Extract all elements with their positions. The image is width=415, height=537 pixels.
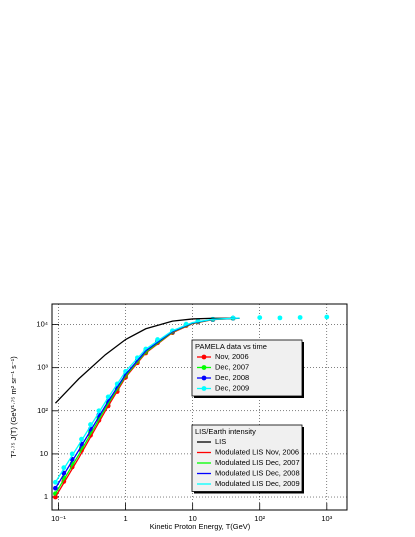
- data-point: [297, 315, 303, 320]
- legend-title: PAMELA data vs time: [195, 342, 267, 351]
- model-line: [54, 317, 240, 404]
- legend-label: Dec, 2007: [215, 362, 249, 371]
- data-point: [277, 315, 283, 321]
- legend-marker: [201, 375, 207, 381]
- x-tick-label: 10⁻¹: [51, 514, 66, 523]
- legend-marker: [201, 354, 207, 360]
- legend-label: Modulated LIS Dec, 2007: [215, 458, 300, 467]
- legend-label: Nov, 2006: [215, 352, 249, 361]
- y-tick-label: 10³: [37, 363, 48, 372]
- legend-title: LIS/Earth intensity: [195, 427, 256, 436]
- y-tick-label: 10⁴: [36, 320, 48, 329]
- x-tick-label: 10³: [321, 514, 332, 523]
- x-axis-label: Kinetic Proton Energy, T(GeV): [150, 522, 251, 531]
- legend-label: Dec, 2009: [215, 383, 249, 392]
- plot-area: [53, 314, 330, 500]
- x-tick-label: 10: [188, 514, 196, 523]
- x-tick-label: 1: [123, 514, 127, 523]
- legend-marker: [201, 365, 207, 370]
- legend-label: Modulated LIS Dec, 2009: [215, 479, 300, 488]
- y-tick-label: 10: [40, 449, 48, 458]
- x-tick-label: 10²: [254, 514, 265, 523]
- data-point: [257, 315, 263, 321]
- y-axis-label: T²·⁷⁵ J(T) (GeV¹·⁷⁵ m² sr⁻¹ s⁻¹): [9, 356, 18, 458]
- data-point: [324, 314, 330, 320]
- model-line: [54, 317, 240, 483]
- legend-label: Modulated LIS Nov, 2006: [215, 447, 299, 456]
- legend-box: [191, 424, 303, 492]
- plot-frame: [51, 303, 348, 511]
- legend-label: Dec, 2008: [215, 373, 249, 382]
- legend-marker: [201, 386, 207, 391]
- y-tick-label: 1: [44, 492, 48, 501]
- legend-label: LIS: [215, 437, 226, 446]
- legend-label: Modulated LIS Dec, 2008: [215, 468, 300, 477]
- y-tick-label: 10²: [37, 406, 48, 415]
